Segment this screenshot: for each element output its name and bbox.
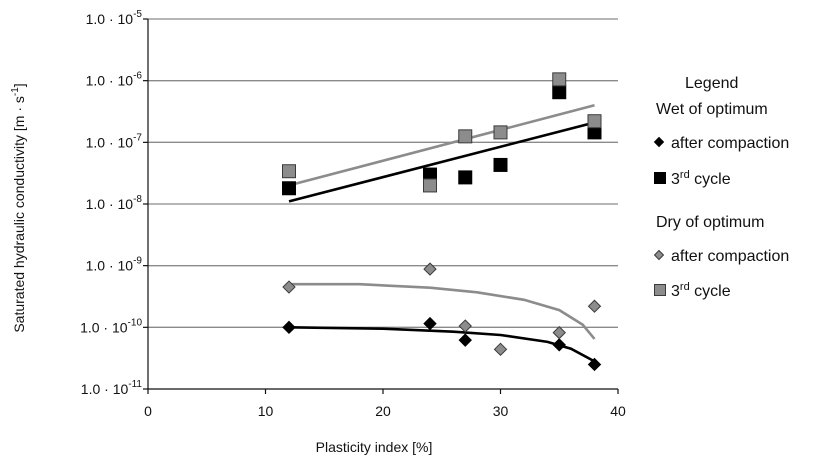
data-point-diamond bbox=[552, 338, 566, 352]
data-point-diamond bbox=[493, 342, 508, 357]
legend-title: Legend bbox=[685, 75, 738, 92]
y-tick-label: 1.0 · 10-9 bbox=[86, 256, 143, 274]
y-tick-exponent: -7 bbox=[133, 132, 142, 143]
y-tick-mantissa: 1.0 · 10 bbox=[86, 11, 134, 27]
data-point-diamond bbox=[458, 333, 472, 347]
legend-entry-label: 3rd cycle bbox=[671, 169, 731, 188]
legend-square-marker bbox=[654, 284, 666, 296]
data-point-diamond bbox=[282, 280, 296, 294]
data-point-diamond bbox=[552, 325, 566, 340]
x-tick-label: 40 bbox=[610, 403, 626, 419]
y-tick-label: 1.0 · 10-11 bbox=[81, 379, 143, 397]
legend-entry-label: 3rd cycle bbox=[671, 281, 731, 300]
legend-diamond-marker bbox=[653, 136, 665, 148]
y-tick-label: 1.0 · 10-6 bbox=[86, 71, 143, 89]
y-tick-exponent: -10 bbox=[128, 317, 143, 328]
data-point-diamond bbox=[423, 262, 437, 276]
trend-line bbox=[288, 121, 595, 203]
legend-entry-label: after compaction bbox=[671, 248, 789, 265]
data-point-square bbox=[493, 157, 508, 172]
y-tick-exponent: -9 bbox=[133, 256, 142, 267]
data-point-square bbox=[458, 129, 473, 144]
data-point-square bbox=[552, 72, 567, 87]
x-tick-labels: 0 10 20 30 40 bbox=[144, 403, 626, 419]
x-tick-label: 20 bbox=[375, 403, 391, 419]
trend-line bbox=[288, 326, 596, 363]
y-tick-exponent: -6 bbox=[133, 71, 142, 82]
y-tick-mantissa: 1.0 · 10 bbox=[86, 196, 134, 212]
data-point-square bbox=[493, 125, 508, 140]
x-tick-label: 30 bbox=[493, 403, 509, 419]
y-tick-label: 1.0 · 10-5 bbox=[86, 9, 143, 27]
data-point-square bbox=[458, 170, 473, 185]
y-tick-mantissa: 1.0 · 10 bbox=[80, 319, 128, 335]
data-point-diamond bbox=[587, 357, 602, 372]
x-tick-label: 0 bbox=[144, 403, 152, 419]
y-axis-label: Saturated hydraulic conductivity [m · s-… bbox=[10, 83, 27, 332]
legend: Legend Wet of optimum after compaction 3rd … bbox=[653, 75, 789, 300]
data-points bbox=[282, 72, 602, 372]
y-tick-mantissa: 1.0 · 10 bbox=[86, 258, 134, 274]
y-axis-label-end: ] bbox=[11, 83, 27, 87]
y-tick-mantissa: 1.0 · 10 bbox=[86, 134, 134, 150]
legend-group-label: Dry of optimum bbox=[656, 214, 764, 231]
x-tick-label: 10 bbox=[258, 403, 274, 419]
data-point-square bbox=[423, 178, 437, 193]
y-axis-label-main: Saturated hydraulic conductivity [m · s bbox=[11, 96, 27, 333]
x-axis-label: Plasticity index [%] bbox=[316, 439, 433, 455]
legend-group-label: Wet of optimum bbox=[656, 101, 768, 118]
trend-line bbox=[289, 282, 596, 340]
y-tick-exponent: -11 bbox=[128, 379, 142, 390]
data-point-diamond bbox=[458, 319, 472, 333]
y-tick-exponent: -8 bbox=[133, 194, 142, 205]
y-tick-labels: 1.0 · 10-51.0 · 10-61.0 · 10-71.0 · 10-8… bbox=[80, 9, 142, 397]
y-tick-mantissa: 1.0 · 10 bbox=[86, 73, 134, 89]
data-point-square bbox=[587, 114, 602, 129]
data-point-diamond bbox=[587, 299, 602, 313]
y-tick-mantissa: 1.0 · 10 bbox=[81, 381, 129, 397]
data-point-diamond bbox=[423, 316, 437, 331]
trend-lines bbox=[288, 103, 596, 363]
y-tick-label: 1.0 · 10-7 bbox=[86, 132, 143, 150]
legend-diamond-marker bbox=[653, 249, 665, 261]
y-tick-label: 1.0 · 10-8 bbox=[86, 194, 143, 212]
axes bbox=[143, 18, 619, 394]
data-point-diamond bbox=[282, 320, 296, 335]
legend-entry-label: after compaction bbox=[671, 135, 789, 152]
data-point-square bbox=[282, 181, 296, 196]
y-tick-label: 1.0 · 10-10 bbox=[80, 317, 142, 335]
data-point-square bbox=[282, 164, 296, 179]
y-tick-exponent: -5 bbox=[133, 9, 142, 20]
grid-lines bbox=[148, 18, 618, 328]
data-point-square bbox=[552, 85, 567, 100]
trend-line bbox=[288, 103, 595, 187]
y-axis-label-sup: -1 bbox=[10, 87, 21, 96]
legend-square-marker bbox=[654, 172, 666, 184]
